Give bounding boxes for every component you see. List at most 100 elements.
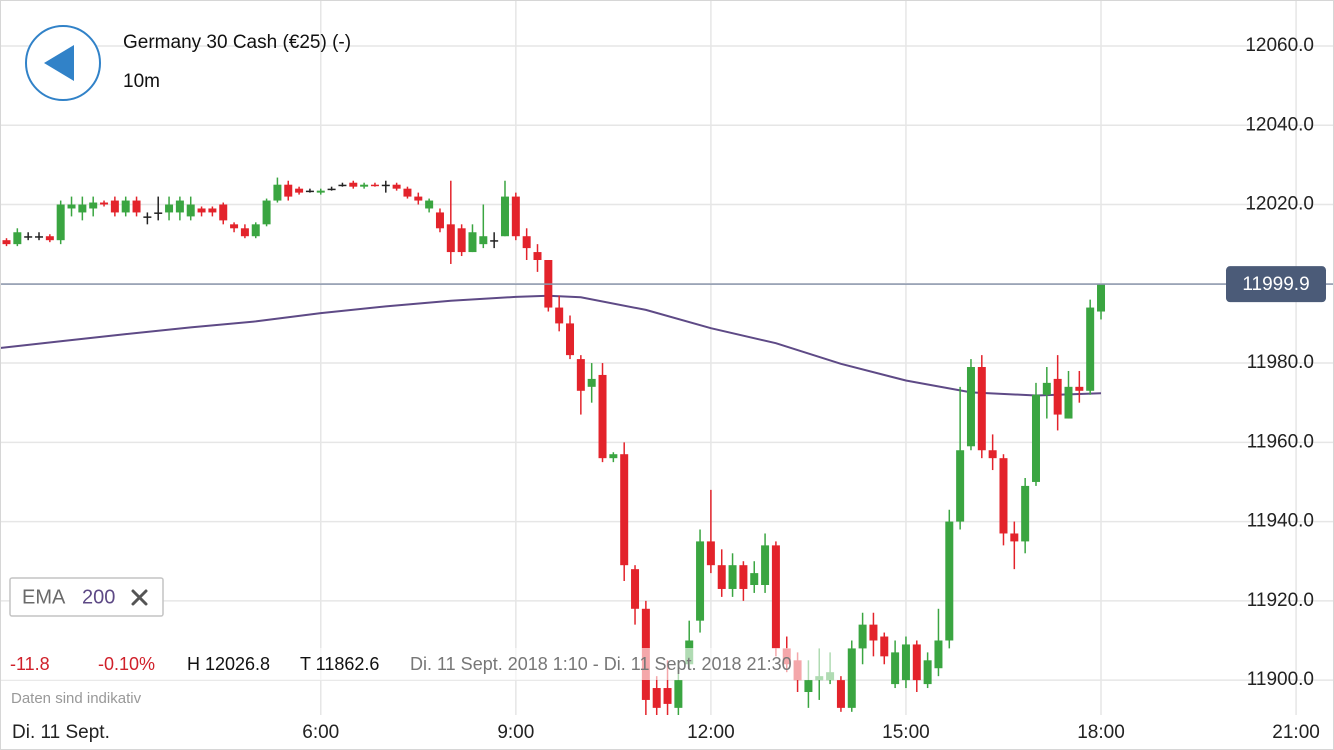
candle xyxy=(56,200,65,245)
candle-body xyxy=(262,200,271,225)
remove-indicator[interactable] xyxy=(131,589,148,606)
grid xyxy=(0,0,1334,715)
candle xyxy=(945,509,954,649)
candle-body xyxy=(706,541,715,566)
candle xyxy=(999,454,1008,546)
candle-body xyxy=(305,190,314,193)
y-tick-label: 12020.0 xyxy=(1245,194,1314,215)
candle-body xyxy=(566,323,575,356)
candle xyxy=(1064,370,1073,419)
candle-body xyxy=(945,521,954,641)
candle-body xyxy=(609,454,618,459)
candle xyxy=(739,561,748,601)
candle xyxy=(587,363,596,403)
candle xyxy=(977,355,986,459)
candle-body xyxy=(728,565,737,589)
candle-body xyxy=(652,688,661,708)
candle xyxy=(956,386,965,530)
candle-body xyxy=(631,569,640,609)
y-tick-label: 12060.0 xyxy=(1245,35,1314,56)
candle xyxy=(316,188,325,195)
candle-body xyxy=(219,204,228,221)
y-tick-label: 11920.0 xyxy=(1247,590,1314,611)
candle-body xyxy=(587,378,596,387)
x-tick-label: 9:00 xyxy=(497,722,534,743)
candle xyxy=(500,180,509,237)
candle-body xyxy=(966,367,975,447)
candle xyxy=(576,355,585,415)
candle xyxy=(305,188,314,193)
back-arrow[interactable] xyxy=(44,45,74,81)
candle xyxy=(143,212,152,225)
candle-body xyxy=(143,216,152,218)
candle-body xyxy=(956,450,965,522)
candle-body xyxy=(1064,386,1073,419)
candle xyxy=(197,206,206,217)
candle xyxy=(836,676,845,712)
candle xyxy=(240,224,249,239)
candle-body xyxy=(110,200,119,213)
date-range: Di. 11 Sept. 2018 1:10 - Di. 11 Sept. 20… xyxy=(410,654,792,674)
candle xyxy=(360,182,369,189)
candle-body xyxy=(327,188,336,191)
candle-body xyxy=(880,636,889,657)
candle-body xyxy=(479,236,488,245)
candle-body xyxy=(804,680,813,693)
candle xyxy=(988,434,997,471)
candle-body xyxy=(891,652,900,685)
candle xyxy=(631,565,640,625)
candle-body xyxy=(425,200,434,209)
candle-body xyxy=(316,190,325,193)
indicator-period: 200 xyxy=(82,586,115,608)
candle-body xyxy=(349,182,358,187)
indicator-chip-box[interactable] xyxy=(9,577,164,617)
candle-body xyxy=(663,688,672,704)
indicator-chip[interactable]: EMA 200 xyxy=(9,577,164,617)
x-tick-label: 18:00 xyxy=(1077,722,1125,743)
candle-body xyxy=(511,196,520,237)
candle-body xyxy=(696,541,705,621)
candle xyxy=(219,202,228,225)
candle xyxy=(273,177,282,203)
candle-body xyxy=(273,184,282,201)
candle-body xyxy=(13,232,22,245)
candle xyxy=(717,549,726,597)
candle xyxy=(1097,283,1106,320)
candle-body xyxy=(295,188,304,193)
candle-body xyxy=(1097,284,1106,312)
change: -11.8 xyxy=(10,654,50,674)
back-button[interactable] xyxy=(25,25,101,101)
candle xyxy=(165,196,174,221)
candle xyxy=(761,533,770,593)
candle xyxy=(620,442,629,582)
candle-body xyxy=(620,454,629,566)
candle xyxy=(414,192,423,205)
candle-body xyxy=(230,224,239,229)
candle xyxy=(338,182,347,187)
candle xyxy=(490,232,499,249)
candle xyxy=(511,192,520,241)
candle-body xyxy=(555,307,564,324)
current-price-label: 11999.9 xyxy=(1242,274,1309,295)
candle xyxy=(132,196,141,217)
candle-body xyxy=(2,240,11,245)
candle-body xyxy=(1075,386,1084,391)
candle xyxy=(67,196,76,217)
candle-body xyxy=(1021,485,1030,542)
candle-body xyxy=(912,644,921,681)
candle xyxy=(457,224,466,257)
candle-body xyxy=(836,680,845,708)
candle xyxy=(880,632,889,665)
candle-body xyxy=(923,660,932,685)
candle xyxy=(425,198,434,213)
candle xyxy=(1075,370,1084,403)
candle-body xyxy=(761,545,770,585)
candle xyxy=(1086,299,1095,395)
candle xyxy=(598,363,607,463)
instrument-title: Germany 30 Cash (€25) (-) xyxy=(123,32,351,53)
candle-body xyxy=(901,644,910,681)
y-tick-label: 11900.0 xyxy=(1247,669,1314,690)
candle-body xyxy=(78,204,87,213)
candle-body xyxy=(24,236,33,238)
